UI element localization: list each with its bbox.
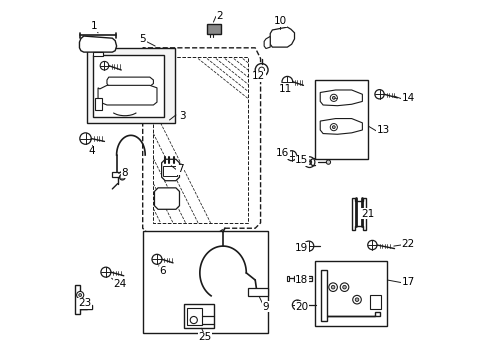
Bar [206,23,220,34]
Text: 3: 3 [179,111,186,121]
Text: 25: 25 [198,332,211,342]
Polygon shape [321,270,380,321]
Bar [369,295,380,309]
Text: 12: 12 [252,71,265,81]
Text: 24: 24 [113,279,126,289]
Bar [86,48,175,123]
Circle shape [292,300,302,310]
Bar [315,261,386,326]
Circle shape [354,298,358,301]
Polygon shape [80,36,116,52]
Circle shape [325,160,330,164]
Circle shape [79,294,81,296]
Circle shape [329,94,337,102]
Circle shape [329,123,337,131]
Text: 2: 2 [216,11,223,21]
Circle shape [255,64,267,76]
Text: 1: 1 [91,21,98,31]
Bar [142,231,267,333]
Bar [315,80,367,158]
Polygon shape [264,36,270,49]
Circle shape [307,160,311,164]
Text: 5: 5 [139,34,146,44]
Bar [93,55,164,117]
Circle shape [190,316,197,324]
Text: 11: 11 [278,84,292,94]
Circle shape [332,126,335,129]
Circle shape [332,96,335,99]
Text: 21: 21 [360,209,374,219]
Text: 18: 18 [294,275,307,285]
Circle shape [119,174,125,180]
Polygon shape [95,98,102,111]
Text: 7: 7 [176,164,183,174]
Text: 14: 14 [401,93,414,103]
Bar [187,307,201,325]
Text: 19: 19 [294,243,307,253]
Polygon shape [75,285,91,314]
Circle shape [282,76,292,87]
Bar [293,276,311,281]
Circle shape [340,283,348,292]
Circle shape [303,241,313,251]
Text: 6: 6 [159,266,165,276]
Text: 22: 22 [401,239,414,249]
Polygon shape [93,52,103,56]
Circle shape [331,285,334,289]
Polygon shape [162,159,179,181]
Text: 20: 20 [294,302,307,312]
Bar [112,172,123,177]
Polygon shape [351,198,365,230]
Polygon shape [154,188,179,209]
Polygon shape [320,118,362,134]
Polygon shape [320,90,362,106]
Text: 9: 9 [262,302,269,312]
Text: 16: 16 [276,148,289,158]
Circle shape [258,67,264,73]
Text: 23: 23 [78,298,91,308]
Text: 13: 13 [376,125,389,135]
Circle shape [352,296,361,304]
Circle shape [367,240,376,249]
Polygon shape [98,85,157,105]
Text: 15: 15 [294,156,307,165]
Circle shape [374,90,384,99]
Circle shape [328,283,337,292]
Circle shape [304,157,314,167]
Text: 17: 17 [401,277,414,287]
Text: 8: 8 [121,168,128,178]
Bar [163,166,177,176]
Polygon shape [270,27,294,47]
Circle shape [80,133,91,144]
Text: 4: 4 [88,147,95,157]
Text: 10: 10 [273,16,286,26]
Polygon shape [107,77,153,86]
Circle shape [101,267,111,277]
Circle shape [152,254,162,264]
Bar [247,288,267,296]
Circle shape [286,151,296,161]
Circle shape [77,292,83,298]
Polygon shape [286,276,288,281]
Circle shape [100,62,108,70]
Circle shape [342,285,346,289]
Bar [183,304,214,328]
